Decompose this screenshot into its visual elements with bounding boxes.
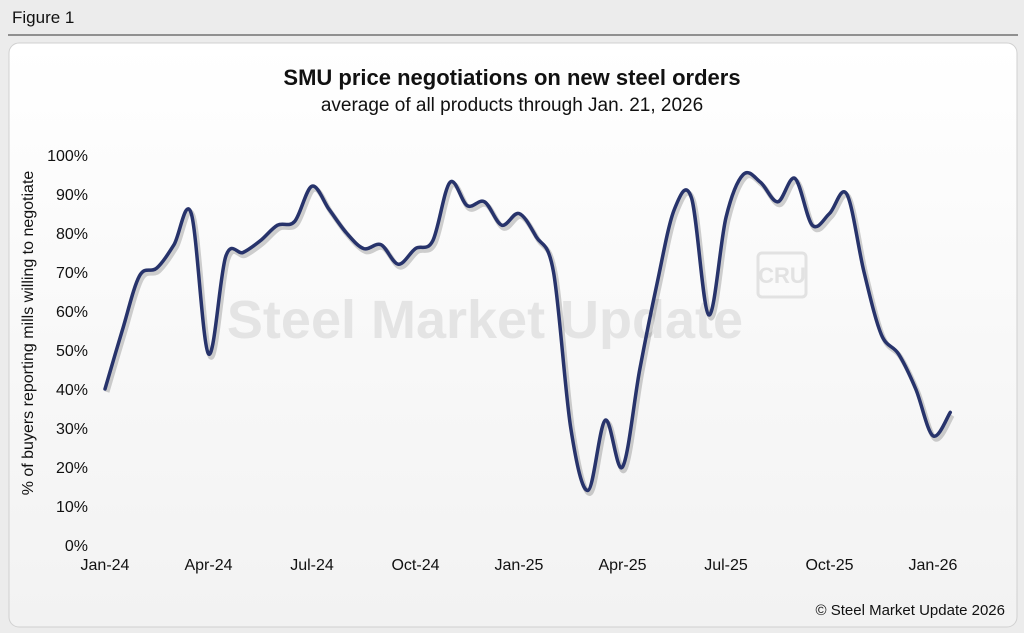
y-tick-label: 50% bbox=[56, 343, 88, 360]
y-tick-label: 0% bbox=[65, 538, 88, 555]
x-tick-label: Apr-24 bbox=[184, 557, 232, 574]
y-tick-label: 40% bbox=[56, 382, 88, 399]
y-tick-label: 80% bbox=[56, 226, 88, 243]
chart-subtitle: average of all products through Jan. 21,… bbox=[321, 95, 703, 116]
x-tick-label: Oct-25 bbox=[805, 557, 853, 574]
x-tick-label: Jul-25 bbox=[704, 557, 748, 574]
watermark-logo-box bbox=[756, 251, 808, 299]
watermark-logo: CRU bbox=[758, 263, 806, 288]
y-tick-label: 30% bbox=[56, 421, 88, 438]
x-tick-label: Jul-24 bbox=[290, 557, 334, 574]
y-tick-label: 10% bbox=[56, 499, 88, 516]
plot: 0% 10% 20% 30% 40% 50% 60% 70% 80% 90% 100% Jan-24 A… bbox=[47, 148, 957, 574]
x-tick-label: Oct-24 bbox=[391, 557, 439, 574]
y-tick-label: 100% bbox=[47, 148, 88, 165]
x-tick-label: Jan-24 bbox=[81, 557, 130, 574]
y-tick-label: 90% bbox=[56, 187, 88, 204]
chart-title: SMU price negotiations on new steel orde… bbox=[283, 65, 740, 90]
source: © Steel Market Update 2026 bbox=[816, 602, 1006, 619]
x-tick-label: Apr-25 bbox=[598, 557, 646, 574]
x-tick-label: Jan-26 bbox=[909, 557, 958, 574]
y-tick-label: 20% bbox=[56, 460, 88, 477]
y-tick-label: 70% bbox=[56, 265, 88, 282]
x-tick-label: Jan-25 bbox=[495, 557, 544, 574]
y-axis-label: % of buyers reporting mills willing to n… bbox=[20, 171, 37, 496]
y-tick-label: 60% bbox=[56, 304, 88, 321]
watermark: Steel Market Update bbox=[227, 290, 743, 350]
series-line bbox=[103, 170, 952, 493]
figure-label: Figure 1 bbox=[12, 8, 74, 27]
